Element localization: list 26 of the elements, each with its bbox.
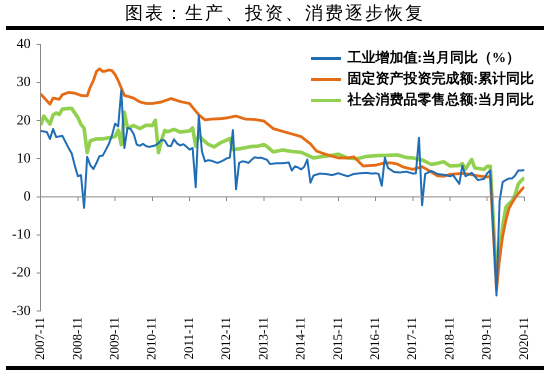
x-tick-label: 2007-11 xyxy=(32,317,48,360)
y-tick-label: 0 xyxy=(24,190,31,204)
y-tick-label: 10 xyxy=(16,151,31,166)
y-tick-label: 30 xyxy=(16,75,31,90)
x-tick-label: 2013-11 xyxy=(255,317,270,360)
x-tick-label: 2020-11 xyxy=(516,317,531,360)
x-tick-label: 2010-11 xyxy=(144,317,159,360)
legend-label: 社会消费品零售总额:当月同比 xyxy=(347,90,534,110)
x-tick-label: 2009-11 xyxy=(106,317,122,360)
x-tick-label: 2008-11 xyxy=(69,317,84,360)
y-tick-label: -20 xyxy=(12,266,31,281)
x-tick-label: 2014-11 xyxy=(292,317,308,360)
x-tick-label: 2011-11 xyxy=(180,317,196,360)
x-tick-label: 2012-11 xyxy=(218,317,234,360)
x-tick-label: 2018-11 xyxy=(441,317,456,360)
y-tick-label: -10 xyxy=(12,228,31,243)
legend-label: 工业增加值:当月同比（%） xyxy=(347,49,520,68)
x-tick-label: 2015-11 xyxy=(330,317,345,360)
x-tick-label: 2019-11 xyxy=(478,317,494,360)
y-tick-label: -30 xyxy=(12,304,31,319)
y-tick-label: 20 xyxy=(16,113,31,128)
y-tick-label: 40 xyxy=(16,37,31,52)
legend-label: 固定资产投资完成额:累计同比 xyxy=(347,70,534,89)
x-tick-label: 2017-11 xyxy=(404,317,420,360)
chart-title: 图表：生产、投资、消费逐步恢复 xyxy=(6,0,544,30)
x-tick-label: 2016-11 xyxy=(366,317,382,360)
